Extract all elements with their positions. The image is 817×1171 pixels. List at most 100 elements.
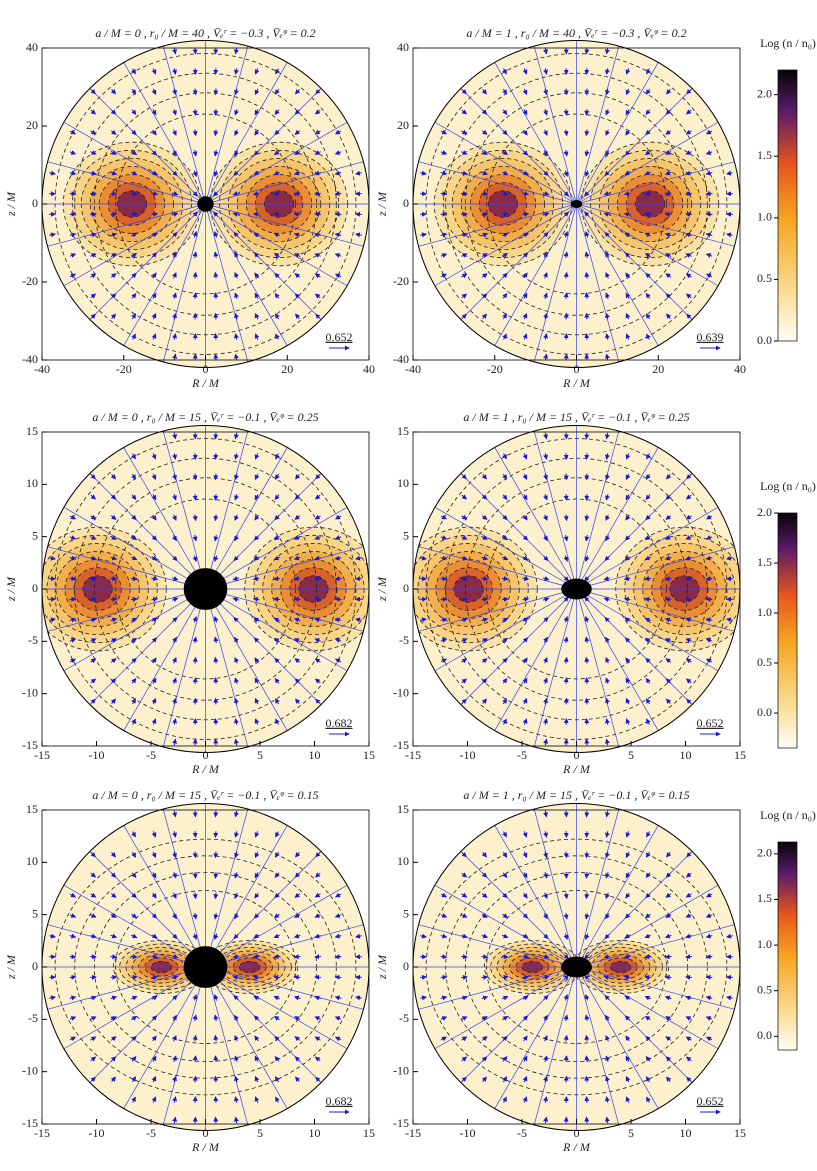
velocity-arrow <box>665 109 672 115</box>
velocity-arrow <box>502 892 508 899</box>
velocity-arrow <box>665 638 672 643</box>
velocity-arrow <box>461 892 468 898</box>
panel-title: a / M = 0 , r₀ / M = 15 , V̄ₑʳ = −0.1 , … <box>92 410 318 424</box>
arrow-scale-label: 0.682 <box>326 1094 353 1108</box>
velocity-arrow <box>213 616 219 623</box>
velocity-arrow <box>563 88 569 96</box>
velocity-arrow <box>293 933 301 939</box>
field-line <box>205 924 364 968</box>
velocity-arrow <box>69 253 77 258</box>
velocity-arrow <box>131 272 137 279</box>
velocity-arrow <box>314 576 321 582</box>
velocity-arrow <box>543 810 549 818</box>
velocity-arrow <box>294 892 301 898</box>
velocity-arrow <box>605 129 610 136</box>
velocity-arrow <box>481 293 488 299</box>
velocity-arrow <box>192 473 198 481</box>
field-line <box>576 588 735 632</box>
velocity-arrow <box>604 231 610 238</box>
field-line <box>576 203 659 346</box>
velocity-arrow <box>234 473 239 481</box>
field-line <box>434 203 577 287</box>
velocity-arrow <box>563 1075 569 1083</box>
velocity-arrow <box>522 657 528 664</box>
velocity-arrow <box>666 88 672 95</box>
velocity-arrow <box>293 974 301 980</box>
velocity-arrow <box>563 576 569 582</box>
velocity-arrow <box>440 617 448 623</box>
velocity-arrow <box>294 293 301 299</box>
velocity-arrow <box>314 892 321 898</box>
velocity-arrow <box>584 129 590 137</box>
velocity-arrow <box>644 1015 651 1021</box>
velocity-arrow <box>522 150 529 156</box>
field-line <box>123 62 206 205</box>
velocity-arrow <box>334 995 342 1001</box>
velocity-arrow <box>171 954 179 959</box>
velocity-arrow <box>644 995 651 1001</box>
velocity-arrow <box>502 514 508 521</box>
velocity-arrow <box>253 170 260 176</box>
velocity-arrow <box>584 514 590 522</box>
velocity-arrow <box>502 473 508 480</box>
velocity-arrow <box>294 658 301 664</box>
arrow-scale-label: 0.639 <box>697 330 724 344</box>
velocity-arrow <box>542 212 550 217</box>
velocity-arrow <box>481 494 488 500</box>
velocity-arrow <box>90 273 97 279</box>
velocity-arrow <box>563 656 569 664</box>
velocity-arrow <box>645 657 651 664</box>
velocity-arrow <box>90 1076 96 1082</box>
velocity-arrow <box>110 995 118 1001</box>
velocity-arrow <box>273 252 280 258</box>
velocity-arrow <box>543 677 548 684</box>
velocity-arrow <box>131 872 137 879</box>
velocity-arrow <box>665 1056 672 1062</box>
x-tick-label: -20 <box>116 362 132 376</box>
velocity-arrow <box>501 596 509 602</box>
velocity-arrow <box>440 892 448 898</box>
velocity-arrow <box>151 514 157 521</box>
velocity-arrow <box>355 933 362 939</box>
velocity-arrow <box>685 514 692 520</box>
velocity-arrow <box>644 576 652 582</box>
velocity-arrow <box>665 892 672 898</box>
velocity-arrow <box>644 617 651 623</box>
velocity-arrow <box>253 252 260 258</box>
density-field <box>413 803 740 1131</box>
y-tick-label: 10 <box>26 476 38 490</box>
velocity-arrow <box>543 88 548 96</box>
velocity-arrow <box>314 658 321 664</box>
velocity-arrow <box>130 576 138 582</box>
velocity-arrow <box>213 129 219 137</box>
velocity-arrow <box>314 293 321 299</box>
velocity-arrow <box>293 232 301 238</box>
velocity-arrow <box>543 1035 548 1042</box>
velocity-arrow <box>604 831 610 838</box>
y-tick-label: 15 <box>26 424 38 438</box>
velocity-arrow <box>234 251 239 258</box>
velocity-arrow <box>110 678 117 684</box>
velocity-arrow <box>605 251 610 258</box>
velocity-arrow <box>624 637 631 643</box>
velocity-arrow <box>605 697 610 705</box>
colorbar-tick-label: 0.0 <box>757 333 772 347</box>
velocity-arrow <box>664 191 672 197</box>
velocity-arrow <box>274 892 280 899</box>
velocity-arrow <box>275 333 280 340</box>
velocity-arrow <box>685 638 692 643</box>
velocity-arrow <box>151 954 159 960</box>
velocity-arrow <box>151 453 157 460</box>
velocity-arrow <box>461 852 467 858</box>
velocity-arrow <box>315 313 321 319</box>
velocity-arrow <box>685 954 692 960</box>
velocity-arrow <box>705 638 713 643</box>
velocity-arrow <box>603 576 611 581</box>
velocity-arrow <box>234 150 239 157</box>
velocity-arrow <box>685 617 692 623</box>
velocity-arrow <box>254 333 260 340</box>
field-line <box>205 966 364 1010</box>
x-tick-label: 20 <box>281 362 293 376</box>
colorbar-tick-label: 0.5 <box>757 982 772 996</box>
velocity-arrow <box>522 191 530 197</box>
